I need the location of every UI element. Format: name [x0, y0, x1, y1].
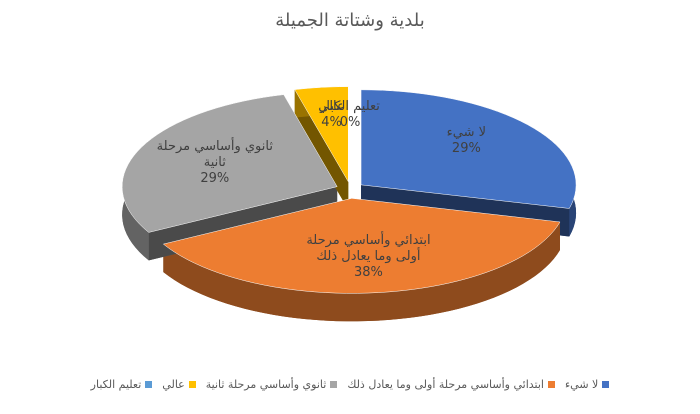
legend-label: ثانوي وأساسي مرحلة ثانية	[205, 378, 327, 391]
data-label-name: لا شيء	[446, 124, 487, 140]
legend-label: ابتدائي وأساسي مرحلة أولى وما يعادل ذلك	[347, 378, 544, 391]
data-label: تعليم الكبار 0%	[285, 99, 415, 131]
data-label: ثانوي وأساسي مرحلة ثانية 29%	[150, 139, 280, 187]
chart-title: بلدية وشتاتة الجميلة	[275, 10, 425, 31]
legend-swatch	[188, 381, 196, 388]
legend-label: لا شيء	[565, 378, 599, 391]
legend-swatch	[602, 381, 610, 388]
pie-tops	[121, 86, 577, 294]
legend-label: تعليم الكبار	[90, 378, 142, 391]
legend-item: ابتدائي وأساسي مرحلة أولى وما يعادل ذلك	[347, 378, 555, 391]
legend-item: تعليم الكبار	[91, 378, 153, 391]
data-label: لا شيء 29%	[401, 125, 531, 157]
legend-swatch	[548, 381, 555, 388]
slice	[294, 86, 349, 183]
slice-edge	[294, 89, 349, 210]
slice	[121, 94, 338, 233]
slice-side	[163, 221, 561, 322]
legend-item: ثانوي وأساسي مرحلة ثانية	[206, 378, 338, 391]
legend-swatch	[145, 381, 153, 388]
data-label-value: 0%	[339, 114, 361, 130]
slice	[162, 198, 561, 294]
legend-swatch	[330, 381, 338, 388]
data-label-name: ابتدائي وأساسي مرحلة أولى وما يعادل ذلك	[306, 232, 431, 264]
data-label-name: تعليم الكبار	[320, 98, 380, 114]
data-label-value: 29%	[451, 140, 481, 156]
data-label: عالي 4%	[267, 99, 397, 131]
data-label-value: 4%	[321, 115, 342, 131]
data-label-name: عالي	[318, 99, 345, 115]
legend: لا شيء ابتدائي وأساسي مرحلة أولى وما يعاد…	[0, 378, 700, 391]
slice	[360, 89, 577, 209]
data-label-name: ثانوي وأساسي مرحلة ثانية	[156, 139, 273, 171]
data-label-value: 29%	[200, 171, 230, 187]
legend-item: عالي	[162, 378, 196, 391]
data-label-value: 38%	[354, 264, 383, 280]
legend-item: لا شيء	[565, 378, 610, 391]
data-label: ابتدائي وأساسي مرحلة أولى وما يعادل ذلك 3…	[303, 233, 433, 281]
legend-label: عالي	[162, 378, 185, 391]
